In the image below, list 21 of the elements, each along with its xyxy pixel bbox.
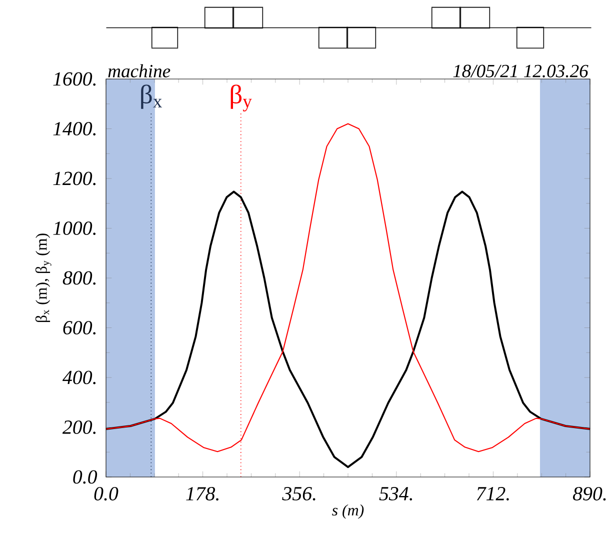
y-tick-label: 1600. xyxy=(53,72,96,86)
y-tick-label: 1200. xyxy=(53,172,96,186)
y-tick-label: 1000. xyxy=(53,221,96,236)
y-tick-label: 1400. xyxy=(53,122,96,136)
text: 18/05/21 12.03.26 xyxy=(453,64,588,78)
x-tick-label: 712. xyxy=(476,487,509,500)
x-tick-label: 0.0 xyxy=(94,487,118,501)
x-tick-label: 534. xyxy=(379,487,412,500)
y-tick-label: 0.0 xyxy=(73,470,98,484)
y-tick-label: 800. xyxy=(62,271,96,285)
text: machine xyxy=(108,64,170,78)
y-tick-label: 600. xyxy=(63,320,96,335)
y-tick-label: 200. xyxy=(62,420,96,434)
y-tick-label: 400. xyxy=(62,370,96,384)
ref-line-label: β$_{x}$ xyxy=(141,84,162,109)
x-tick-label: 356. xyxy=(282,487,316,500)
x-tick-label: 890. xyxy=(572,487,606,501)
y-axis-title: β$_{x}$ (m), β$_{y}$ (m) xyxy=(35,234,52,322)
x-axis-title: s (m) xyxy=(332,504,364,519)
ref-line-label: β$_{y}$ xyxy=(230,84,252,112)
x-tick-label: 178. xyxy=(186,487,218,501)
